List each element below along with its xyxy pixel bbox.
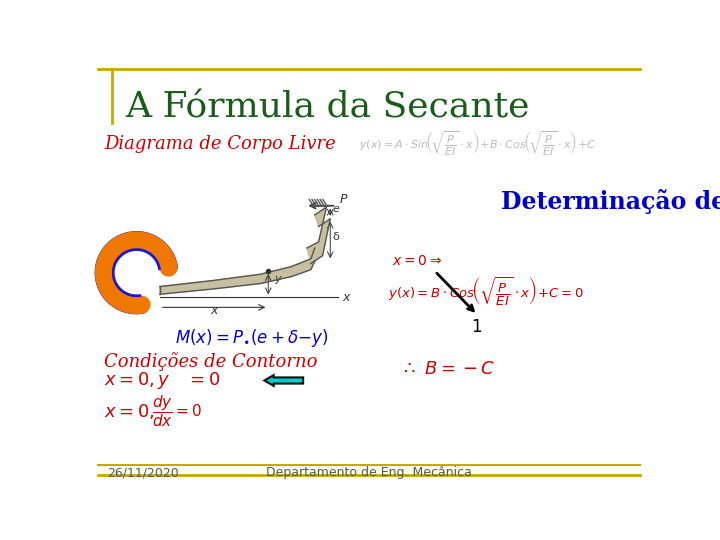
Text: x: x [210,303,217,316]
Polygon shape [160,248,315,294]
Text: P: P [340,193,347,206]
Polygon shape [307,207,330,264]
FancyArrow shape [264,375,303,386]
Text: $\dfrac{dy}{dx} = 0$: $\dfrac{dy}{dx} = 0$ [152,394,202,429]
Text: x: x [342,291,349,304]
Text: Condições de Contorno: Condições de Contorno [104,352,318,371]
Text: $\mathit{M}(x) = P_{\bullet}(e+\delta\mathrm{-}y)$: $\mathit{M}(x) = P_{\bullet}(e+\delta\ma… [175,327,329,349]
Text: $x = 0, y\ \ \ = 0$: $x = 0, y\ \ \ = 0$ [104,370,220,391]
Text: Diagrama de Corpo Livre: Diagrama de Corpo Livre [104,135,336,153]
Text: $\therefore\ B = -C$: $\therefore\ B = -C$ [400,360,495,378]
Text: 26/11/2020: 26/11/2020 [107,467,179,480]
Text: e: e [333,204,339,214]
Text: $y(x) = A \cdot Sin\!\left(\!\sqrt{\dfrac{P}{EI}} \cdot x\right)\!+\!B \cdot Cos: $y(x) = A \cdot Sin\!\left(\!\sqrt{\dfra… [359,130,596,158]
Text: $x = 0 \Rightarrow$: $x = 0 \Rightarrow$ [392,254,442,268]
Text: Determinação de B: Determinação de B [500,190,720,214]
Text: 1: 1 [471,318,481,335]
Text: $y(x) = B \cdot Cos\!\left(\sqrt{\dfrac{P}{EI}} \cdot x\right)\!+\!C = 0$: $y(x) = B \cdot Cos\!\left(\sqrt{\dfrac{… [388,276,585,308]
Text: $x = 0,$: $x = 0,$ [104,402,155,421]
Text: δ: δ [333,232,339,241]
Text: A Fórmula da Secante: A Fórmula da Secante [125,90,529,124]
Text: y: y [274,274,281,284]
Text: Departamento de Eng. Mecânica: Departamento de Eng. Mecânica [266,467,472,480]
